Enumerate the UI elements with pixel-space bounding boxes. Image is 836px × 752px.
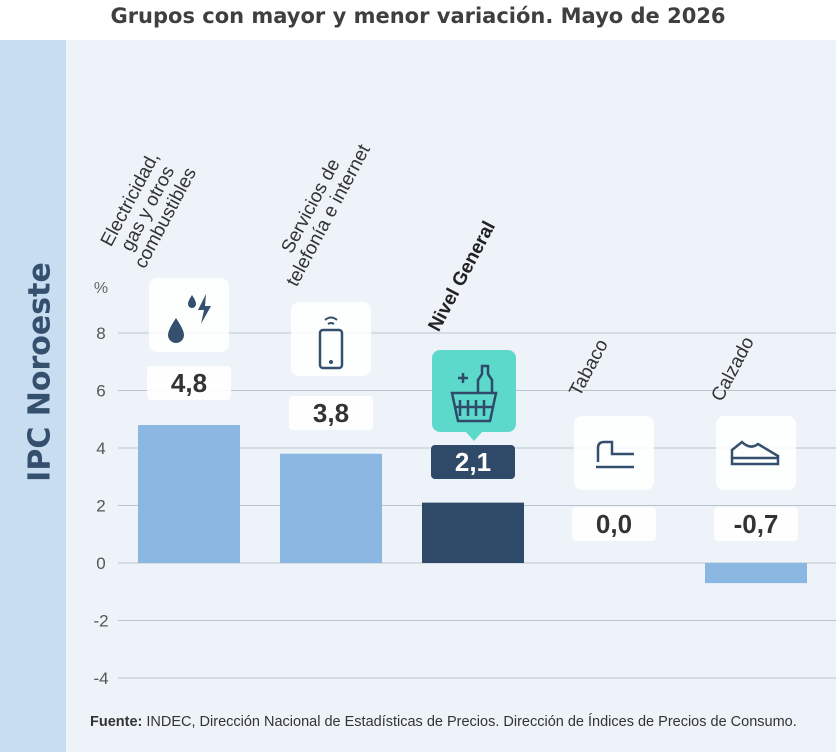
source: Fuente: INDEC, Dirección Nacional de Est… [90, 714, 797, 730]
icon [324, 316, 338, 325]
side-band [0, 40, 66, 752]
bar [138, 425, 240, 563]
icon [450, 391, 498, 423]
value-label: 0,0 [596, 509, 632, 539]
value-label: 3,8 [313, 398, 349, 428]
y-tick-label: 0 [96, 554, 105, 573]
icon-group [291, 302, 371, 376]
icon-box [149, 278, 229, 352]
source-label: Fuente: [90, 714, 143, 730]
value-label-box [572, 507, 656, 541]
value-label-box [147, 366, 231, 400]
bar [422, 502, 524, 563]
bar [705, 563, 807, 584]
y-tick-label: -2 [93, 612, 108, 631]
icon [198, 294, 211, 324]
icon [329, 360, 333, 364]
icon-box [716, 416, 796, 490]
icon [476, 364, 494, 392]
icon [466, 432, 482, 441]
value-label-box [714, 507, 798, 541]
value-label: 4,8 [171, 368, 207, 398]
icon [318, 328, 344, 370]
value-label-box [289, 396, 373, 430]
y-unit: % [94, 280, 108, 297]
icon-group [149, 278, 229, 352]
icon-group [574, 416, 654, 490]
icon-group [432, 350, 516, 441]
icon-box [291, 302, 371, 376]
icon-box [432, 350, 516, 432]
icon [458, 373, 468, 383]
icon-group [716, 416, 796, 490]
y-tick-label: -4 [93, 669, 108, 688]
chart-title: Grupos con mayor y menor variación. Mayo… [110, 4, 726, 28]
icon [168, 318, 184, 343]
y-tick-label: 2 [96, 497, 105, 516]
source-text: INDEC, Dirección Nacional de Estadística… [146, 714, 797, 730]
icon [730, 440, 780, 466]
y-tick-label: 4 [96, 439, 105, 458]
value-label: -0,7 [734, 509, 779, 539]
bar [280, 453, 382, 563]
icon [188, 295, 196, 308]
value-label: 2,1 [455, 447, 491, 477]
value-label-box [431, 445, 515, 479]
y-tick-label: 8 [96, 324, 105, 343]
y-tick-label: 6 [96, 382, 105, 401]
icon [596, 440, 634, 462]
